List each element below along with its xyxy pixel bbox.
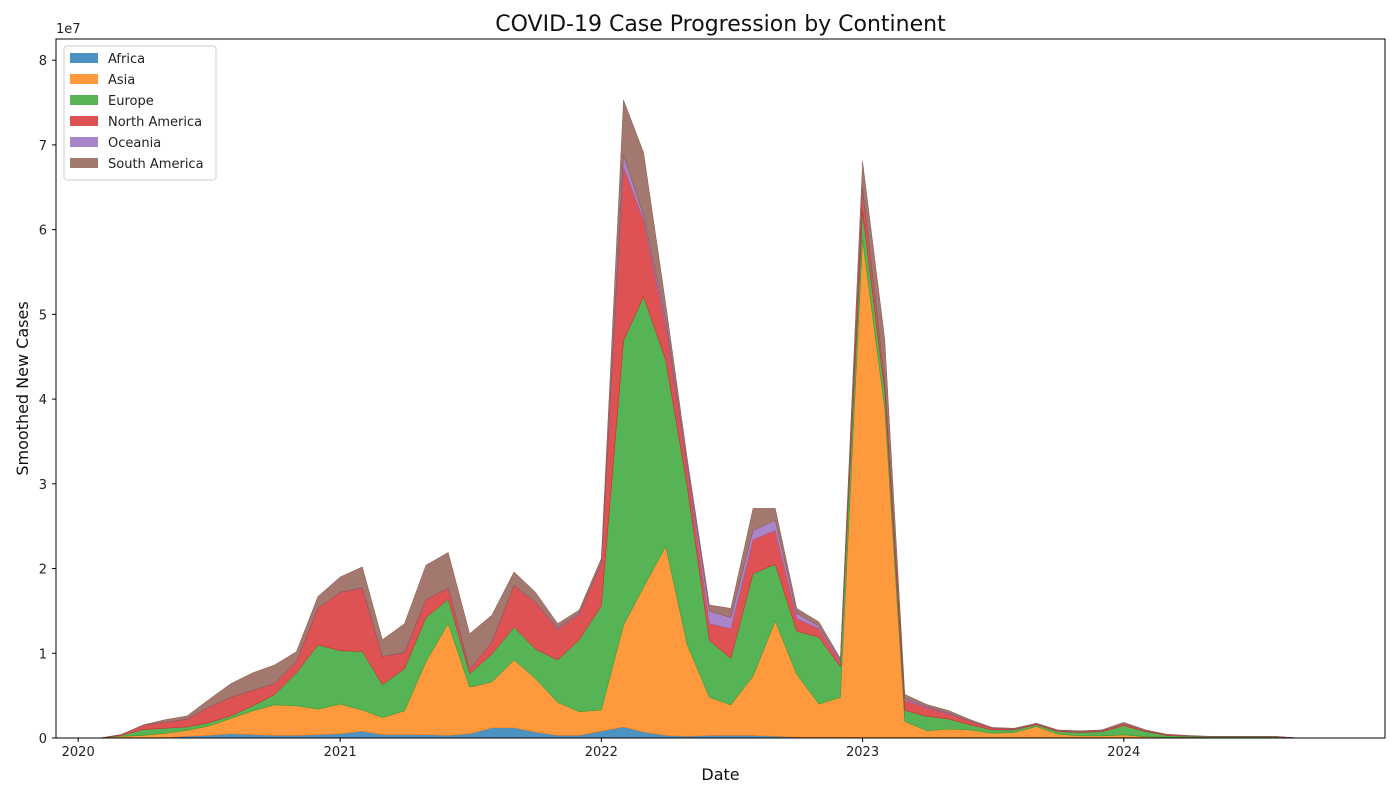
legend-swatch-africa: [70, 53, 98, 63]
x-tick-label: 2024: [1107, 745, 1140, 760]
x-axis: 2020 2021 2022 2023 2024: [62, 738, 1140, 760]
legend-swatch-south-america: [70, 158, 98, 168]
x-tick-label: 2020: [62, 745, 95, 760]
y-axis: 0 1 2 3 4 5 6 7 8: [39, 54, 56, 747]
legend-label-asia: Asia: [108, 73, 135, 88]
legend: Africa Asia Europe North America Oceania Sout…: [63, 45, 217, 181]
plot-frame: [55, 38, 1386, 739]
legend-label-oceania: Oceania: [108, 136, 161, 151]
y-axis-label: Smoothed New Cases: [13, 301, 32, 475]
legend-swatch-asia: [70, 74, 98, 84]
x-tick-label: 2021: [324, 745, 357, 760]
y-tick-label: 7: [39, 139, 47, 154]
legend-label-north-america: North America: [108, 115, 202, 130]
x-tick-label: 2023: [846, 745, 879, 760]
legend-swatch-north-america: [70, 116, 98, 126]
area-layers: [78, 99, 1299, 739]
legend-box: [63, 45, 217, 181]
x-axis-label: Date: [701, 765, 739, 784]
y-tick-label: 4: [39, 393, 47, 408]
legend-swatch-europe: [70, 95, 98, 105]
y-axis-scale-label: 1e7: [56, 22, 81, 37]
legend-label-africa: Africa: [108, 52, 145, 67]
x-tick-label: 2022: [585, 745, 618, 760]
y-tick-label: 8: [39, 54, 47, 69]
legend-swatch-oceania: [70, 137, 98, 147]
y-tick-label: 0: [39, 732, 47, 747]
legend-label-europe: Europe: [108, 94, 154, 109]
y-tick-label: 5: [39, 308, 47, 323]
y-tick-label: 1: [39, 647, 47, 662]
y-tick-label: 6: [39, 224, 47, 239]
legend-label-south-america: South America: [108, 157, 204, 172]
chart-title: COVID-19 Case Progression by Continent: [495, 12, 946, 37]
y-tick-label: 2: [39, 563, 47, 578]
y-tick-label: 3: [39, 478, 47, 493]
